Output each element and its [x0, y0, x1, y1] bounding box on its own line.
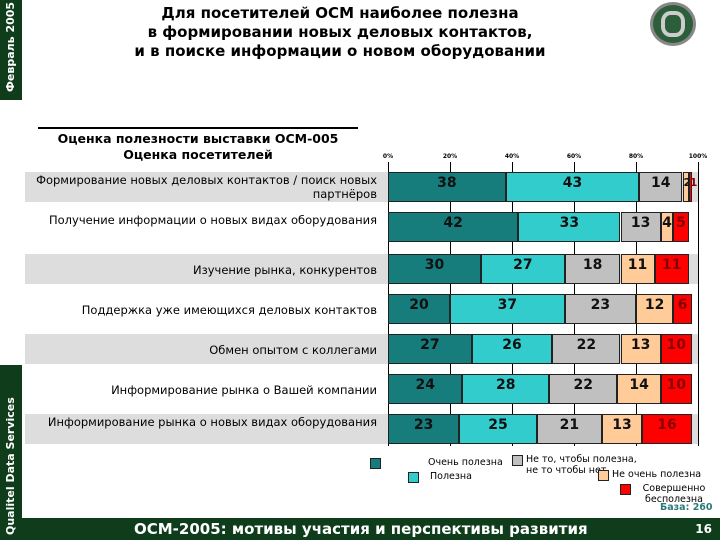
bar-segment: 22: [549, 374, 618, 404]
x-tick-label: 80%: [628, 153, 644, 160]
x-tick-label: 100%: [688, 153, 708, 160]
category-label: Изучение рынка, конкурентов: [193, 263, 377, 277]
chart-title-text: Оценка полезности выставки ОСМ-005: [57, 131, 339, 146]
bar-segment: 6: [673, 294, 692, 324]
bar-segment: 10: [660, 374, 692, 404]
bar-segment: 1: [688, 172, 697, 202]
date-strip: Февраль 2005: [0, 0, 22, 100]
gridline: [698, 162, 699, 446]
bar-segment: 38: [388, 172, 506, 202]
bar-segment: 33: [518, 212, 621, 242]
x-tick-label: 20%: [442, 153, 458, 160]
bar-segment: 18: [564, 254, 621, 284]
x-tick-label: 0%: [382, 153, 394, 160]
legend-swatch: [598, 470, 609, 481]
bar-segment: 42: [388, 212, 519, 242]
category-label: Формирование новых деловых контактов / п…: [36, 173, 377, 201]
legend-swatch: [408, 472, 419, 483]
chart-subtitle: Оценка посетителей: [123, 147, 273, 162]
base-label: База: 260: [660, 502, 713, 513]
company-strip: Qualitel Data Services: [0, 365, 22, 540]
page-number: 16: [695, 522, 712, 536]
bar-segment: 26: [471, 334, 553, 364]
bar-segment: 27: [481, 254, 565, 284]
chart-title: Оценка полезности выставки ОСМ-005 Оценк…: [38, 127, 358, 163]
footer-text: ОСМ-2005: мотивы участия и перспективы р…: [134, 520, 588, 538]
legend-label: Совершенно бесполезна: [642, 483, 706, 505]
bar-segment: 10: [660, 334, 692, 364]
bar-segment: 13: [620, 334, 661, 364]
bar-segment: 43: [505, 172, 640, 202]
bar-segment: 2: [682, 172, 691, 202]
bar-segment: 27: [388, 334, 472, 364]
bar-segment: 13: [601, 414, 643, 444]
legend-label: Очень полезна: [428, 457, 503, 468]
bar-segment: 5: [673, 212, 689, 242]
title-line: Для посетителей ОСМ наиболее полезна: [161, 4, 519, 22]
x-tick-label: 40%: [504, 153, 520, 160]
category-label: Обмен опытом с коллегами: [209, 343, 377, 357]
logo-icon: [650, 2, 696, 46]
bar-segment: 11: [620, 254, 655, 284]
bar-segment: 13: [620, 212, 661, 242]
bar-segment: 12: [636, 294, 674, 324]
category-label: Информирование рынка о новых видах обору…: [47, 415, 377, 429]
bar-segment: 22: [552, 334, 621, 364]
bar-segment: 16: [642, 414, 692, 444]
category-label: Поддержка уже имеющихся деловых контакто…: [81, 303, 377, 317]
bar-segment: 14: [617, 374, 661, 404]
bar-segment: 21: [536, 414, 602, 444]
page-title: Для посетителей ОСМ наиболее полезна в ф…: [40, 4, 640, 61]
bar-segment: 30: [388, 254, 481, 284]
date-label: Февраль 2005: [4, 1, 17, 92]
bar-segment: 28: [462, 374, 550, 404]
bar-segment: 37: [450, 294, 565, 324]
category-label: Информирование рынка о Вашей компании: [111, 383, 377, 397]
bar-segment: 23: [564, 294, 636, 324]
x-tick-label: 60%: [566, 153, 582, 160]
title-line: в формировании новых деловых контактов,: [147, 23, 533, 41]
company-label: Qualitel Data Services: [4, 397, 17, 535]
bar-segment: 24: [388, 374, 463, 404]
legend-swatch: [512, 455, 523, 466]
legend-label: Полезна: [430, 471, 472, 482]
bar-segment: 23: [388, 414, 460, 444]
legend-label: Не то, чтобы полезна, не то чтобы нет: [526, 454, 637, 476]
footer: ОСМ-2005: мотивы участия и перспективы р…: [22, 518, 720, 540]
bar-segment: 14: [639, 172, 683, 202]
bar-segment: 20: [388, 294, 450, 324]
title-line: и в поиске информации о новом оборудован…: [134, 42, 546, 60]
bar-segment: 11: [654, 254, 689, 284]
category-label: Получение информации о новых видах обору…: [48, 213, 377, 227]
legend-swatch: [370, 458, 381, 469]
legend-swatch: [620, 484, 631, 495]
legend-label: Не очень полезна: [612, 469, 702, 480]
bar-segment: 25: [459, 414, 537, 444]
bar-segment: 4: [660, 212, 674, 242]
